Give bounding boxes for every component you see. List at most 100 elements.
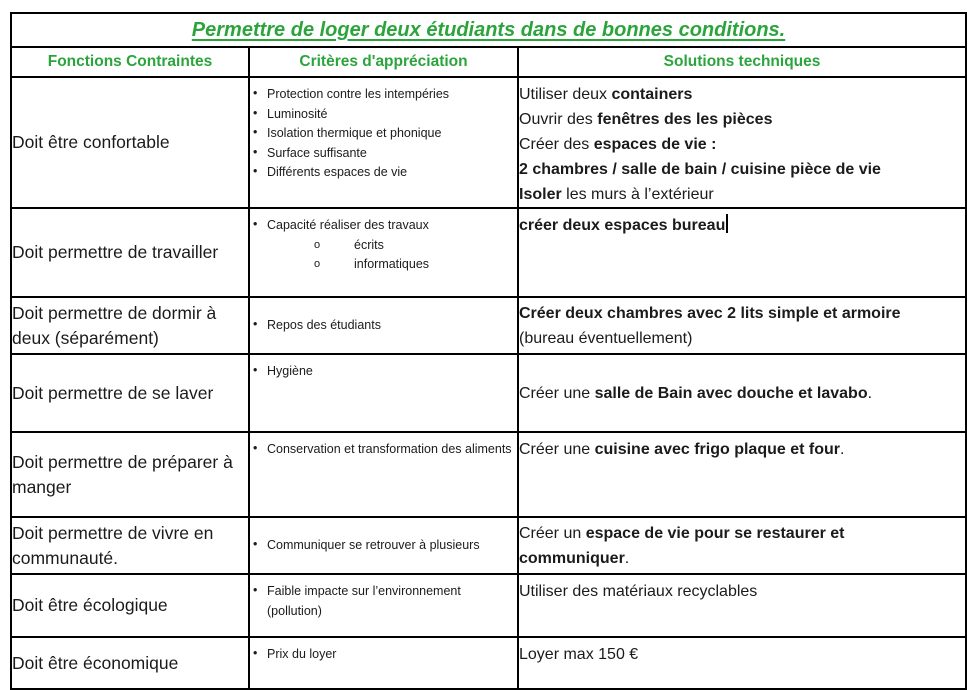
function-constraint-text: Doit permettre de se laver [12,382,214,403]
criteria-item: Conservation et transformation des alime… [251,439,516,460]
function-constraint-cell[interactable]: Doit permettre de dormir à deux (séparém… [10,296,250,355]
solution-text-segment: Créer une [519,441,595,458]
criteria-item: Différents espaces de vie [251,162,516,183]
function-constraint-cell[interactable]: Doit permettre de se laver [10,353,250,433]
solution-text-segment: les murs à l’extérieur [561,186,714,203]
table-title-cell[interactable]: Permettre de loger deux étudiants dans d… [9,12,968,48]
solution-line: Utiliser deux containers [519,82,964,107]
criteria-cell[interactable]: Prix du loyer [248,636,519,690]
table-row: Doit être confortable Protection contre l… [10,76,968,209]
criteria-item: Isolation thermique et phonique [251,123,516,144]
table-row: Doit permettre de travailler Capacité réa… [10,207,968,298]
solution-text-segment: cuisine avec frigo plaque et four [594,441,840,458]
criteria-cell[interactable]: Faible impacte sur l’environnement (poll… [248,573,519,638]
criteria-subitem: écrits [251,236,516,256]
solutions-cell[interactable]: Créer deux chambres avec 2 lits simple e… [516,296,968,355]
criteria-item: Protection contre les intempéries [251,84,516,105]
function-constraint-cell[interactable]: Doit permettre de préparer à manger [10,431,250,518]
function-constraint-cell[interactable]: Doit permettre de vivre en communauté. [10,516,250,575]
solution-text-segment: espaces de vie : [593,136,717,153]
criteria-subitem: informatiques [251,255,516,275]
criteria-item: Prix du loyer [251,644,516,665]
table-body: Doit être confortable Protection contre l… [10,76,968,690]
function-constraint-text: Doit permettre de dormir à deux (séparém… [12,302,217,348]
solution-line: créer deux espaces bureau [519,213,964,238]
table-row: Doit permettre de dormir à deux (séparém… [10,296,968,355]
solutions-cell[interactable]: Utiliser deux containers Ouvrir des fenêt… [516,76,968,209]
function-constraint-cell[interactable]: Doit être écologique [10,573,250,638]
solution-text-segment: Isoler [519,186,562,203]
column-header-fonctions-contraintes[interactable]: Fonctions Contraintes [10,46,250,78]
solution-text-segment: fenêtres des les pièces [597,111,773,128]
column-header-criteres-appreciation[interactable]: Critères d'appréciation [248,46,519,78]
solutions-cell[interactable]: créer deux espaces bureau [516,207,968,298]
solution-text-segment: Loyer max 150 € [519,646,639,663]
solution-line: Créer une salle de Bain avec douche et l… [519,381,964,406]
solution-text-segment: . [839,441,845,458]
solutions-cell[interactable]: Créer une cuisine avec frigo plaque et f… [516,431,968,518]
column-header-solutions-techniques[interactable]: Solutions techniques [516,46,968,78]
solution-text-segment: 2 chambres / salle de bain / cuisine piè… [519,161,881,178]
function-constraint-cell[interactable]: Doit permettre de travailler [10,207,250,298]
solution-text-segment: . [867,384,873,402]
solution-line: Loyer max 150 € [519,642,964,667]
title-row: Permettre de loger deux étudiants dans d… [9,12,968,48]
solution-text-segment: Ouvrir des [519,111,598,128]
table-row: Doit permettre de préparer à manger Conse… [10,431,968,518]
solution-line: Utiliser des matériaux recyclables [519,579,964,604]
criteria-item: Faible impacte sur l’environnement (poll… [251,581,516,621]
function-constraint-cell[interactable]: Doit être confortable [10,76,250,209]
solution-text-segment: Utiliser deux [519,86,612,103]
solutions-cell[interactable]: Loyer max 150 € [516,636,968,690]
criteria-cell[interactable]: Hygiène [248,353,519,433]
solution-line: (bureau éventuellement) [519,326,964,351]
header-row: Fonctions Contraintes Critères d'appréci… [10,46,968,78]
solution-line: 2 chambres / salle de bain / cuisine piè… [519,157,964,182]
solution-text-segment: Utiliser des matériaux recyclables [519,583,758,600]
solution-text-segment: Créer des [519,136,594,153]
solution-text-segment: Créer deux chambres avec 2 lits simple e… [519,304,901,322]
solution-text-segment: créer deux espaces bureau [519,217,726,234]
criteria-cell[interactable]: Capacité réaliser des travauxécritsinfor… [248,207,519,298]
criteria-item: Luminosité [251,104,516,125]
criteria-cell[interactable]: Protection contre les intempériesLuminos… [248,76,519,209]
solution-line: Créer deux chambres avec 2 lits simple e… [519,301,964,326]
solutions-cell[interactable]: Utiliser des matériaux recyclables [516,573,968,638]
function-constraint-text: Doit permettre de travailler [12,242,219,262]
solutions-cell[interactable]: Créer une salle de Bain avec douche et l… [516,353,968,433]
criteria-cell[interactable]: Communiquer se retrouver à plusieurs [248,516,519,575]
solutions-cell[interactable]: Créer un espace de vie pour se restaurer… [516,516,968,575]
function-constraint-text: Doit être confortable [12,132,170,152]
solution-line: Isoler les murs à l’extérieur [519,182,964,206]
solution-line: Ouvrir des fenêtres des les pièces [519,107,964,132]
functional-analysis-table: Permettre de loger deux étudiants dans d… [9,12,968,690]
solution-text-segment: communiquer [519,549,625,567]
function-constraint-cell[interactable]: Doit être économique [10,636,250,690]
solution-text-segment: . [624,549,630,567]
solution-text-segment: containers [611,86,693,103]
solution-text-segment: Créer une [519,384,595,402]
solution-text-segment: salle de Bain avec douche et lavabo [594,384,868,402]
function-constraint-text: Doit permettre de préparer à manger [12,451,233,497]
solution-line: communiquer. [519,546,964,571]
page-title: Permettre de loger deux étudiants dans d… [191,18,786,41]
solution-text-segment: (bureau éventuellement) [519,329,693,347]
solution-text-segment: espace de vie pour se restaurer et [585,524,845,542]
function-constraint-text: Doit être économique [12,652,179,673]
text-cursor [726,214,729,233]
criteria-cell[interactable]: Conservation et transformation des alime… [248,431,519,518]
criteria-item: Hygiène [251,361,516,382]
function-constraint-text: Doit être écologique [12,595,168,615]
solution-line: Créer un espace de vie pour se restaurer… [519,521,964,546]
function-constraint-text: Doit permettre de vivre en communauté. [12,522,214,568]
table-row: Doit permettre de vivre en communauté. Co… [10,516,968,575]
criteria-item: Repos des étudiants [251,315,516,336]
criteria-cell[interactable]: Repos des étudiants [248,296,519,355]
solution-text-segment: Créer un [519,524,586,542]
criteria-item: Surface suffisante [251,143,516,164]
table-row: Doit être écologique Faible impacte sur l… [10,573,968,638]
criteria-item: Communiquer se retrouver à plusieurs [251,535,516,556]
